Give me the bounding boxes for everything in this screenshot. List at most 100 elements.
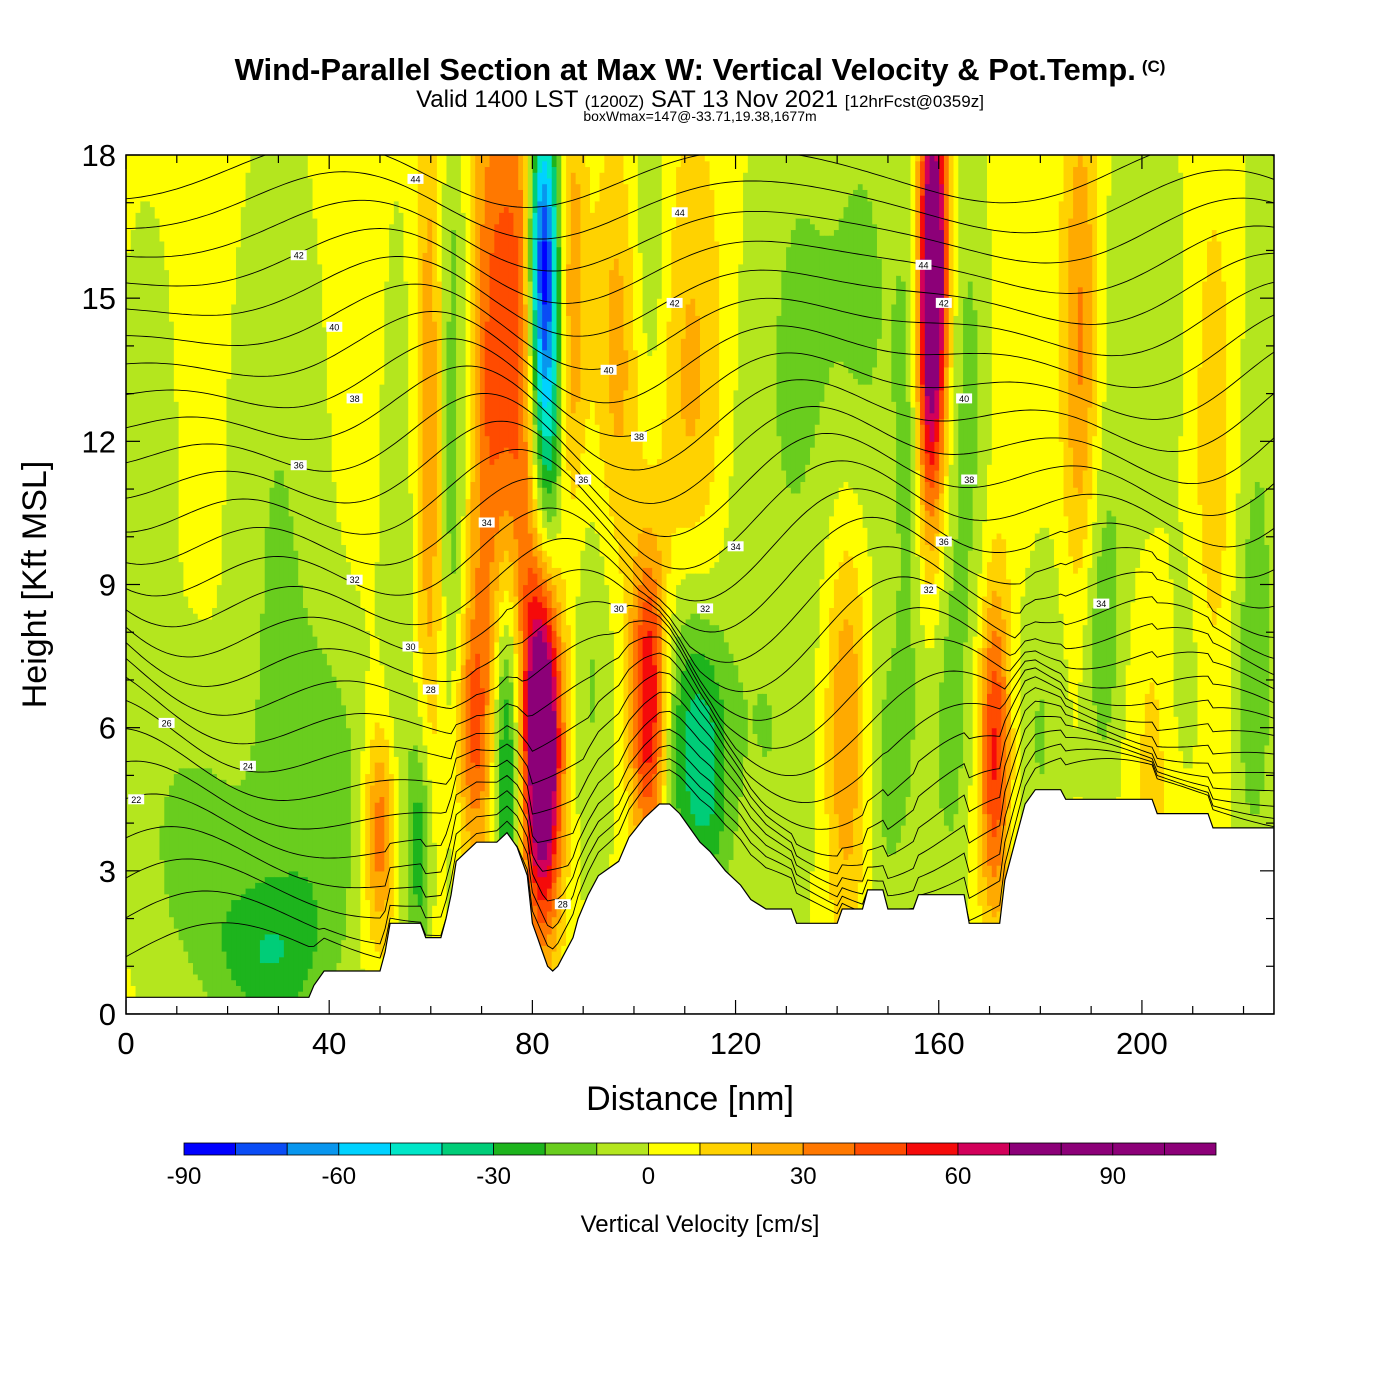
velocity-cell — [503, 206, 510, 448]
velocity-cell — [1216, 240, 1222, 609]
velocity-cell — [786, 246, 792, 488]
theta-contours — [126, 155, 1274, 959]
velocity-cell — [900, 155, 907, 282]
velocity-cell — [465, 498, 471, 609]
velocity-cell — [542, 303, 548, 351]
velocity-cell — [1120, 155, 1127, 740]
velocity-cell — [551, 825, 558, 855]
velocity-cell — [279, 155, 285, 471]
velocity-cell — [188, 962, 194, 1014]
velocity-cell — [604, 155, 610, 488]
velocity-cell — [929, 441, 935, 465]
velocity-cell — [929, 647, 935, 958]
velocity-cell — [943, 298, 950, 368]
velocity-cell — [542, 624, 548, 643]
velocity-cell — [546, 573, 553, 591]
velocity-cell — [881, 155, 888, 700]
velocity-cell — [1044, 155, 1050, 528]
velocity-cell — [824, 687, 830, 815]
velocity-cell — [446, 321, 452, 534]
velocity-cell — [1044, 527, 1050, 975]
velocity-cell — [360, 607, 366, 752]
velocity-cell — [566, 155, 572, 265]
velocity-cell — [240, 779, 247, 895]
velocity-cell — [149, 206, 156, 1014]
velocity-cell — [609, 515, 615, 631]
velocity-cell — [508, 739, 515, 843]
velocity-cell — [695, 573, 701, 614]
velocity-cell — [833, 578, 840, 666]
velocity-cell — [159, 859, 165, 1014]
velocity-cell — [408, 155, 414, 494]
contour-label-text: 34 — [482, 518, 492, 528]
velocity-cell — [159, 155, 165, 242]
velocity-cell — [1144, 693, 1151, 843]
velocity-cell — [613, 435, 620, 540]
contour-label-text: 36 — [939, 537, 949, 547]
velocity-cell — [532, 464, 538, 500]
velocity-cell — [704, 573, 711, 620]
velocity-cell — [279, 956, 285, 1009]
velocity-cell — [1159, 155, 1165, 528]
velocity-cell — [920, 258, 926, 322]
velocity-cell — [413, 155, 419, 683]
velocity-cell — [1254, 155, 1261, 483]
velocity-cell — [833, 664, 840, 815]
velocity-cell — [1058, 155, 1065, 202]
velocity-cell — [374, 155, 381, 563]
velocity-cell — [695, 315, 701, 420]
velocity-cell — [690, 653, 696, 700]
velocity-cell — [637, 441, 644, 534]
velocity-cell — [642, 796, 648, 826]
velocity-cell — [551, 481, 558, 517]
velocity-cell — [312, 636, 318, 901]
contour-label: 26 — [158, 717, 175, 728]
contour-label: 40 — [600, 364, 617, 375]
colorbar-bin — [957, 1142, 1010, 1156]
velocity-cell — [283, 487, 290, 878]
velocity-cell — [795, 155, 802, 219]
velocity-cell — [1140, 733, 1146, 803]
colorbar-tick-label: -60 — [321, 1163, 356, 1190]
theta-contour-line — [126, 671, 1274, 830]
velocity-cell — [259, 155, 266, 614]
velocity-cell — [556, 155, 562, 248]
velocity-cell — [987, 693, 993, 815]
contour-label-text: 40 — [959, 394, 969, 404]
velocity-cell — [618, 573, 625, 1014]
velocity-cell — [819, 401, 825, 580]
velocity-cell — [1111, 515, 1117, 689]
velocity-cell — [929, 155, 935, 414]
velocity-cell — [905, 796, 912, 975]
velocity-cell — [728, 155, 735, 477]
velocity-cell — [460, 796, 467, 855]
velocity-cell — [757, 744, 763, 1009]
velocity-cell — [542, 406, 548, 437]
velocity-cell — [695, 418, 701, 523]
velocity-cell — [896, 532, 902, 591]
contour-label: 36 — [935, 536, 952, 547]
velocity-cell — [135, 212, 141, 1004]
contour-label: 28 — [422, 684, 439, 695]
velocity-cell — [766, 704, 773, 752]
velocity-cell — [637, 155, 644, 253]
velocity-cell — [389, 223, 395, 717]
velocity-cell — [1077, 384, 1084, 494]
velocity-cell — [1264, 544, 1270, 746]
velocity-cell — [1207, 240, 1213, 609]
velocity-cell — [982, 813, 988, 878]
velocity-cell — [546, 624, 553, 643]
velocity-cell — [1001, 155, 1007, 540]
velocity-cell — [647, 527, 653, 568]
velocity-cell — [1092, 521, 1098, 609]
velocity-cell — [183, 951, 189, 1014]
velocity-cell — [1073, 155, 1079, 168]
velocity-cell — [546, 641, 553, 660]
copyright-mark: (C) — [1141, 57, 1166, 76]
x-tick-label: 40 — [312, 1026, 346, 1061]
theta-contour-line — [126, 569, 1274, 693]
velocity-cell — [537, 401, 543, 431]
velocity-cell — [513, 458, 519, 540]
velocity-cell — [470, 762, 476, 809]
velocity-cell — [374, 910, 381, 952]
